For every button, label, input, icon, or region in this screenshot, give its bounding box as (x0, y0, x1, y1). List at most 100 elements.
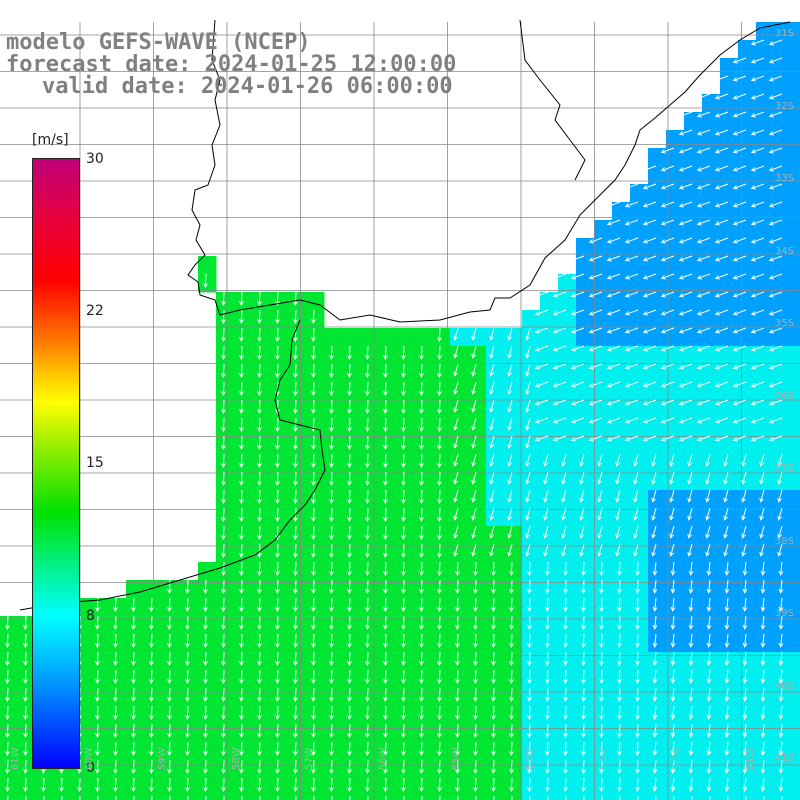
wind-arrow (149, 723, 154, 738)
wind-cell (522, 778, 541, 797)
wind-cell (576, 580, 595, 599)
wind-arrow (221, 417, 226, 432)
wind-arrow (203, 633, 208, 648)
wind-cell (396, 688, 415, 707)
wind-arrow (579, 489, 585, 503)
wind-arrow (419, 525, 424, 540)
wind-arrow (491, 759, 496, 774)
wind-cell (576, 544, 595, 563)
wind-arrow (706, 615, 712, 630)
lon-label: 53W (598, 747, 609, 770)
wind-arrow (588, 363, 603, 370)
wind-cell (684, 562, 703, 581)
wind-arrow (635, 615, 640, 630)
wind-arrow (257, 651, 262, 666)
wind-cell (774, 382, 793, 401)
wind-arrow (95, 687, 100, 702)
wind-arrow (714, 255, 729, 262)
wind-arrow (635, 561, 640, 576)
wind-arrow (457, 795, 459, 800)
wind-cell (792, 58, 800, 77)
wind-cell (378, 598, 397, 617)
wind-cell (414, 742, 433, 761)
wind-arrow (534, 309, 549, 316)
wind-arrow (311, 777, 316, 792)
wind-arrow (275, 507, 280, 522)
wind-arrow (750, 129, 765, 136)
wind-cell (234, 346, 253, 365)
wind-cell (108, 742, 127, 761)
wind-arrow (401, 759, 406, 774)
wind-arrow (257, 723, 262, 738)
wind-arrow (777, 453, 783, 467)
wind-cell (252, 580, 271, 599)
wind-arrow (552, 273, 567, 280)
wind-arrow (563, 597, 568, 612)
wind-cell (540, 796, 559, 800)
wind-arrow (293, 561, 298, 576)
wind-arrow (624, 219, 639, 226)
wind-cell (486, 688, 505, 707)
wind-cell (360, 490, 379, 509)
wind-arrow (347, 633, 352, 648)
wind-cell (450, 508, 469, 527)
wind-arrow (221, 507, 226, 522)
wind-cell (180, 796, 199, 800)
wind-arrow (615, 525, 621, 539)
wind-cell (324, 382, 343, 401)
wind-cell (756, 670, 775, 689)
wind-arrow (115, 795, 117, 800)
wind-cell (630, 724, 649, 743)
wind-cell (90, 688, 109, 707)
wind-cell (522, 688, 541, 707)
wind-cell (540, 472, 559, 491)
wind-cell (468, 724, 487, 743)
wind-cell (288, 346, 307, 365)
wind-arrow (696, 399, 711, 406)
wind-arrow (507, 417, 513, 431)
wind-arrow (768, 147, 783, 154)
wind-cell (612, 778, 631, 797)
wind-arrow (453, 363, 459, 377)
wind-arrow (652, 651, 658, 666)
wind-arrow (329, 597, 334, 612)
wind-arrow (293, 381, 298, 396)
wind-cell (432, 796, 451, 800)
wind-cell (216, 706, 235, 725)
wind-cell (792, 616, 800, 635)
wind-cell (180, 652, 199, 671)
wind-cell (324, 580, 343, 599)
wind-arrow (473, 759, 478, 774)
wind-cell (720, 652, 739, 671)
wind-cell (702, 670, 721, 689)
wind-cell (612, 796, 631, 800)
wind-arrow (687, 489, 693, 503)
wind-arrow (383, 543, 388, 558)
wind-cell (450, 652, 469, 671)
wind-cell (360, 544, 379, 563)
wind-arrow (768, 219, 783, 226)
wind-cell (720, 454, 739, 473)
wind-arrow (768, 309, 783, 316)
wind-cell (216, 364, 235, 383)
wind-arrow (688, 669, 694, 684)
wind-arrow (347, 579, 352, 594)
wind-arrow (669, 507, 675, 521)
wind-arrow (471, 525, 477, 539)
wind-cell (612, 724, 631, 743)
wind-cell (270, 634, 289, 653)
wind-cell (540, 706, 559, 725)
wind-cell (684, 544, 703, 563)
wind-arrow (606, 219, 621, 226)
wind-arrow (525, 399, 531, 413)
wind-arrow (311, 381, 316, 396)
wind-arrow (606, 381, 621, 388)
wind-cell (288, 724, 307, 743)
wind-cell (522, 526, 541, 545)
wind-arrow (347, 363, 352, 378)
wind-arrow (778, 597, 784, 612)
wind-cell (378, 382, 397, 401)
wind-arrow (275, 759, 280, 774)
wind-arrow (239, 687, 244, 702)
wind-cell (486, 724, 505, 743)
